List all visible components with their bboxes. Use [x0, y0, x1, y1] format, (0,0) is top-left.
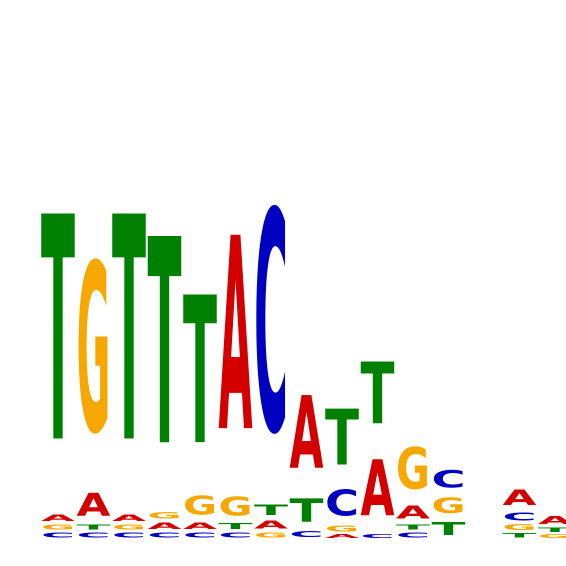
logo-letter-c: C — [325, 483, 359, 524]
logo-letter-c: C — [431, 466, 465, 494]
logo-letter-a: A — [112, 513, 147, 523]
logo-letter-g: G — [41, 523, 75, 531]
logo-letter-t: T — [148, 179, 182, 509]
logo-column-15: GTA — [538, 514, 566, 539]
logo-letter-t: T — [432, 518, 467, 539]
logo-letter-c: C — [360, 533, 394, 539]
logo-letter-t: T — [290, 492, 324, 530]
logo-letter-t: T — [219, 522, 254, 531]
logo-letter-t: T — [396, 523, 431, 531]
logo-letter-a: A — [538, 514, 566, 527]
logo-letter-a: A — [396, 502, 430, 523]
logo-letter-g: G — [219, 493, 253, 523]
logo-letter-t: T — [538, 527, 566, 534]
logo-letter-g: G — [112, 523, 146, 531]
logo-letter-a: A — [361, 444, 395, 534]
logo-letter-t: T — [41, 154, 75, 513]
logo-letter-t: T — [361, 347, 395, 444]
logo-letter-t: T — [254, 502, 288, 518]
logo-letter-a: A — [219, 181, 253, 491]
logo-letter-t: T — [183, 254, 217, 490]
logo-letter-c: C — [289, 530, 323, 539]
logo-letter-c: C — [503, 510, 537, 523]
logo-letter-g: G — [148, 511, 182, 521]
logo-letter-g: G — [325, 524, 359, 533]
logo-letter-g: G — [432, 493, 466, 519]
logo-letter-g: G — [183, 491, 217, 521]
logo-letter-a: A — [290, 376, 324, 493]
logo-letter-c: C — [112, 531, 146, 539]
logo-letter-t: T — [77, 523, 112, 531]
logo-column-12: TGC — [431, 466, 466, 539]
logo-letter-a: A — [41, 513, 76, 523]
logo-columns: CGATCTAGCGATCAGTCAGTCTGAGATCCTAAGCTCATCT… — [41, 150, 566, 539]
logo-letter-a: A — [148, 521, 183, 531]
logo-letter-a: A — [325, 533, 360, 539]
logo-letter-g: G — [538, 533, 566, 539]
logo-letter-c: C — [254, 150, 288, 502]
logo-letter-g: G — [254, 531, 288, 539]
logo-letter-c: C — [396, 531, 430, 539]
logo-column-10: CAT — [360, 347, 394, 539]
logo-letter-c: C — [147, 531, 181, 539]
logo-letter-a: A — [503, 486, 537, 511]
logo-letter-c: C — [41, 531, 75, 539]
logo-letter-a: A — [254, 518, 288, 531]
logo-letter-t: T — [503, 532, 537, 539]
logo-letter-c: C — [183, 531, 217, 539]
logo-letter-g: G — [396, 436, 430, 502]
logo-column-8: CTA — [289, 376, 323, 539]
logo-letter-g: G — [503, 523, 537, 532]
logo-letter-t: T — [325, 394, 359, 483]
logo-letter-t: T — [112, 154, 146, 513]
logo-letter-g: G — [77, 216, 111, 486]
logo-letter-c: C — [218, 531, 252, 539]
logo-letter-a: A — [77, 487, 111, 523]
logo-letter-a: A — [183, 521, 218, 531]
logo-letter-c: C — [76, 531, 110, 539]
